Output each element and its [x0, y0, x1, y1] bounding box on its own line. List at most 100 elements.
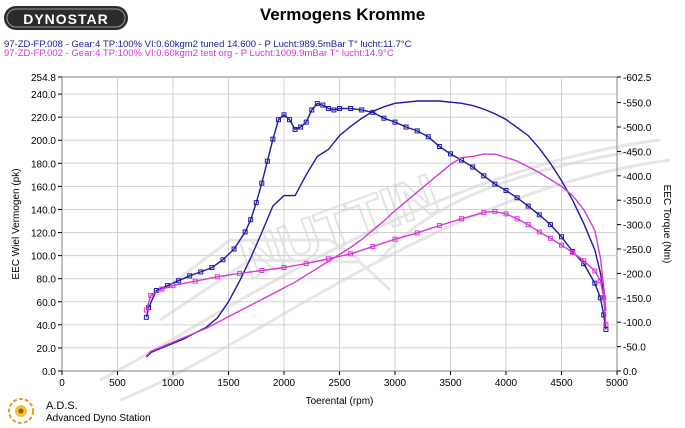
series-point-tuned-torque — [309, 107, 315, 113]
series-point-original-torque — [581, 258, 587, 264]
y-tick-label: 20.0 — [37, 344, 57, 355]
series-point-tuned-torque — [264, 158, 270, 164]
y-tick-label: 240.0 — [31, 90, 56, 101]
x-tick-label: 4000 — [495, 378, 518, 389]
series-point-tuned-torque — [392, 119, 398, 125]
series-point-original-torque — [143, 307, 149, 313]
ads-title: A.D.S. — [46, 400, 78, 412]
y-tick-label: 140.0 — [31, 205, 56, 216]
series-point-tuned-torque — [470, 164, 476, 170]
x-tick-label: 2500 — [328, 378, 351, 389]
series-point-tuned-torque — [514, 195, 520, 201]
series-point-tuned-torque — [359, 107, 365, 113]
series-point-original-torque — [503, 211, 509, 217]
series-point-tuned-torque — [209, 265, 215, 271]
series-point-original-torque — [281, 265, 287, 271]
y2-tick-label: -500.0 — [623, 123, 652, 134]
series-point-original-torque — [603, 322, 609, 328]
x-tick-label: 5000 — [606, 378, 629, 389]
series-point-tuned-torque — [425, 134, 431, 140]
series-point-tuned-torque — [559, 234, 564, 240]
series-point-tuned-torque — [298, 124, 304, 130]
x-tick-label: 3000 — [384, 378, 407, 389]
y2-tick-label: -300.0 — [623, 221, 652, 232]
series-point-tuned-torque — [603, 327, 609, 333]
x-tick-label: 1500 — [217, 378, 240, 389]
series-point-original-torque — [481, 209, 487, 215]
series-point-tuned-torque — [325, 105, 331, 111]
y-tick-label: 254.8 — [31, 73, 56, 84]
y-tick-label: 220.0 — [31, 113, 56, 124]
series-point-tuned-torque — [143, 314, 149, 320]
series-line-original-torque — [145, 210, 607, 325]
series-point-original-torque — [492, 208, 498, 214]
y2-tick-label: -250.0 — [623, 245, 652, 256]
series-point-tuned-torque — [348, 105, 354, 111]
series-point-tuned-torque — [492, 181, 498, 187]
ads-subtitle: Advanced Dyno Station — [46, 413, 151, 424]
run-info-original: 97-ZD-FP.002 - Gear:4 TP:100% VI:0.60kgm… — [4, 48, 394, 59]
x-tick-label: 2000 — [273, 378, 296, 389]
chart-title: Vermogens Kromme — [259, 5, 426, 24]
series-point-tuned-torque — [448, 151, 453, 157]
series-point-original-torque — [559, 242, 564, 248]
dynostar-logo: DYNOSTAR — [4, 6, 128, 30]
x-tick-label: 0 — [59, 378, 65, 389]
series-point-tuned-torque — [597, 295, 603, 301]
series-point-tuned-torque — [436, 144, 442, 150]
y-tick-label: 80.0 — [37, 275, 57, 286]
series-point-tuned-torque — [242, 229, 248, 235]
series-point-original-torque — [303, 261, 309, 267]
y-tick-label: 100.0 — [31, 252, 56, 263]
x-tick-label: 500 — [109, 378, 126, 389]
series-point-tuned-torque — [331, 107, 337, 113]
series-point-tuned-torque — [503, 187, 509, 193]
series-point-original-torque — [525, 222, 531, 228]
series-point-tuned-torque — [403, 124, 409, 130]
series-point-tuned-torque — [275, 117, 281, 123]
series-point-tuned-torque — [414, 128, 420, 134]
y-tick-label: 200.0 — [31, 136, 56, 147]
series-point-tuned-torque — [536, 212, 542, 218]
y-tick-label: 180.0 — [31, 159, 56, 170]
series-point-original-torque — [159, 286, 165, 292]
series-point-original-torque — [392, 236, 398, 242]
y-tick-label: 0.0 — [42, 367, 56, 378]
y2-tick-label: -400.0 — [623, 172, 652, 183]
series-point-tuned-torque — [303, 119, 309, 125]
series-point-original-torque — [214, 274, 220, 280]
series-point-tuned-torque — [320, 102, 326, 108]
series-point-original-torque — [547, 235, 553, 241]
series-point-original-torque — [348, 251, 354, 257]
series-point-original-torque — [259, 267, 265, 273]
series-point-original-torque — [436, 223, 442, 229]
series-point-original-torque — [592, 268, 598, 274]
y-tick-label: 120.0 — [31, 229, 56, 240]
y2-tick-label: -200.0 — [623, 269, 652, 280]
series-point-original-torque — [237, 270, 243, 276]
ads-logo — [8, 398, 34, 424]
series-point-original-torque — [170, 283, 176, 289]
y2-tick-label: -450.0 — [623, 147, 652, 158]
series-line-tuned-power — [145, 100, 607, 358]
series-point-tuned-torque — [248, 217, 254, 223]
run-info-tuned: 97-ZD-FP.008 - Gear:4 TP:100% VI:0.60kgm… — [4, 39, 412, 50]
x-tick-label: 4500 — [550, 378, 573, 389]
series-point-tuned-torque — [259, 180, 265, 186]
series-point-tuned-torque — [270, 136, 276, 142]
series-point-tuned-torque — [176, 278, 182, 284]
y-tick-label: 40.0 — [37, 321, 57, 332]
series-point-tuned-torque — [547, 222, 553, 228]
x-tick-label: 3500 — [439, 378, 462, 389]
series-point-original-torque — [459, 216, 465, 222]
series-point-original-torque — [536, 229, 542, 235]
series-line-original-power — [145, 153, 607, 357]
series-point-tuned-torque — [381, 115, 387, 121]
dynostar-logo-text: DYNOSTAR — [23, 11, 109, 27]
series-point-original-torque — [414, 230, 420, 236]
series-point-original-torque — [570, 249, 576, 255]
series-point-tuned-torque — [481, 173, 487, 179]
series-point-tuned-torque — [314, 101, 320, 107]
